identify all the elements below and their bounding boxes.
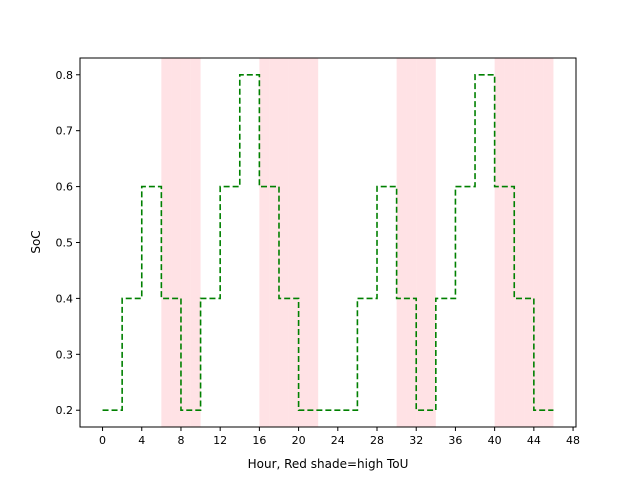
high-tou-shade-43	[524, 58, 534, 427]
high-tou-shade-40	[494, 58, 505, 427]
high-tou-shade-16	[259, 58, 270, 427]
x-tick-label: 44	[527, 434, 541, 447]
x-ticks: 0 4 8 12 16 20 24 28 32 36 40 44 48	[99, 427, 580, 447]
x-tick-label: 20	[292, 434, 306, 447]
high-tou-shade-41	[504, 58, 515, 427]
y-ticks: 0.2 0.3 0.4 0.5 0.6 0.7 0.8	[56, 69, 80, 417]
line-layer	[102, 73, 554, 412]
x-axis-label: Hour, Red shade=high ToU	[248, 457, 409, 471]
high-tou-shade-45	[543, 58, 554, 427]
y-tick-label: 0.3	[56, 348, 74, 361]
y-tick-label: 0.6	[56, 181, 74, 194]
high-tou-shade-9	[190, 58, 201, 427]
x-tick-label: 8	[177, 434, 184, 447]
x-tick-label: 4	[138, 434, 145, 447]
high-tou-shade-44	[533, 58, 544, 427]
high-tou-shade-20	[298, 58, 309, 427]
x-tick-label: 36	[448, 434, 462, 447]
high-tou-shade-30	[396, 58, 407, 427]
y-tick-label: 0.8	[56, 69, 74, 82]
y-axis-label: SoC	[29, 230, 43, 253]
x-tick-label: 48	[566, 434, 580, 447]
soc-series-line	[102, 73, 554, 412]
y-tick-label: 0.5	[56, 237, 74, 250]
x-tick-label: 24	[331, 434, 345, 447]
high-tou-shade-18	[278, 58, 289, 427]
x-tick-label: 40	[488, 434, 502, 447]
x-tick-label: 16	[252, 434, 266, 447]
high-tou-shade-33	[426, 58, 436, 427]
high-tou-shade-7	[171, 58, 181, 427]
high-tou-shade-8	[180, 58, 191, 427]
y-tick-label: 0.7	[56, 125, 74, 138]
high-tou-shade-21	[308, 58, 319, 427]
y-tick-label: 0.4	[56, 292, 74, 305]
x-tick-label: 12	[213, 434, 227, 447]
x-tick-label: 32	[409, 434, 423, 447]
x-tick-label: 28	[370, 434, 384, 447]
shade-layer	[161, 58, 554, 427]
high-tou-shade-42	[514, 58, 525, 427]
y-tick-label: 0.2	[56, 404, 74, 417]
x-tick-label: 0	[99, 434, 106, 447]
high-tou-shade-31	[406, 58, 417, 427]
high-tou-shade-19	[288, 58, 299, 427]
high-tou-shade-6	[161, 58, 172, 427]
high-tou-shade-17	[269, 58, 279, 427]
high-tou-shade-32	[416, 58, 427, 427]
